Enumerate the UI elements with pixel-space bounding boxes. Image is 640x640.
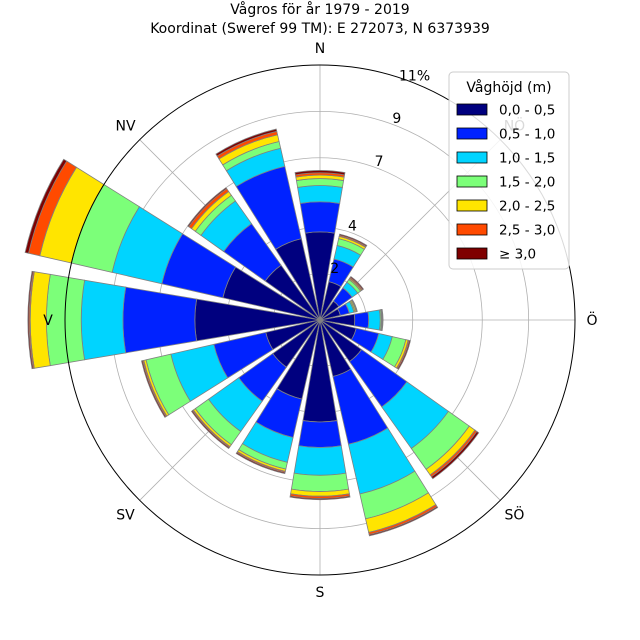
rose-bar-segment xyxy=(187,187,228,228)
legend-swatch xyxy=(456,127,488,140)
rose-bar-segment xyxy=(397,339,411,370)
legend-label: 1,5 - 2,0 xyxy=(499,175,555,191)
legend-label: 2,5 - 3,0 xyxy=(499,223,555,239)
rose-bar-segment xyxy=(235,452,286,475)
rose-bar-segment xyxy=(190,410,230,450)
legend-label: ≥ 3,0 xyxy=(499,247,536,263)
legend-swatch xyxy=(456,247,488,260)
rose-bar-segment xyxy=(289,495,351,501)
rose-bar-segment xyxy=(141,360,167,418)
legend-label: 0,5 - 1,0 xyxy=(499,127,555,143)
radial-tick-label: 4 xyxy=(348,218,357,234)
legend-label: 2,0 - 2,5 xyxy=(499,199,555,215)
radial-tick-label: 9 xyxy=(392,111,401,127)
legend-swatch xyxy=(456,151,488,164)
rose-bar-segment xyxy=(122,286,198,354)
rose-bar-segment xyxy=(290,472,350,492)
rose-bar-segment xyxy=(215,128,278,157)
radial-tick-labels: 2 4 7 9 11% xyxy=(330,68,430,277)
direction-label: SÖ xyxy=(505,505,525,523)
chart-subtitle: Koordinat (Sweref 99 TM): E 272073, N 63… xyxy=(150,21,490,37)
rose-bar-segment xyxy=(294,170,346,176)
direction-label: NV xyxy=(116,119,136,135)
legend-swatch xyxy=(456,175,488,188)
radial-tick-label: 11% xyxy=(399,68,430,84)
rose-bars xyxy=(24,128,480,537)
rose-bar-segment xyxy=(349,275,365,291)
legend-label: 1,0 - 1,5 xyxy=(499,151,555,167)
rose-bar-segment xyxy=(293,445,347,476)
radial-tick-label: 2 xyxy=(330,261,339,277)
rose-bar-segment xyxy=(299,201,341,234)
radial-tick-label: 7 xyxy=(375,154,384,170)
outer-ring xyxy=(64,64,576,576)
rose-bar-segment xyxy=(27,270,34,370)
rose-bar-segment xyxy=(353,311,370,329)
rose-bar-segment xyxy=(297,185,343,204)
rose-bar-segment xyxy=(80,279,127,361)
direction-label: N xyxy=(315,41,325,57)
rose-bar-segment xyxy=(368,506,439,537)
direction-label: Ö xyxy=(586,311,597,329)
direction-label: SV xyxy=(116,507,135,523)
chart-title: Vågros för år 1979 - 2019 xyxy=(230,1,409,18)
legend-swatch xyxy=(456,103,488,116)
rose-bar-segment xyxy=(298,420,342,448)
rose-bar-segment xyxy=(351,299,358,313)
rose-bar-segment xyxy=(430,430,480,480)
rose-bar-segment xyxy=(381,309,384,331)
legend-title: Våghöjd (m) xyxy=(466,79,551,96)
legend-label: 0,0 - 0,5 xyxy=(499,103,555,119)
rose-bar-segment xyxy=(367,309,381,331)
legend-items: 0,0 - 0,5 0,5 - 1,0 1,0 - 1,5 1,5 - 2,0 2,0 … xyxy=(456,103,555,263)
legend-swatch xyxy=(456,199,488,212)
legend-box xyxy=(448,71,570,270)
rose-bar-segment xyxy=(338,233,368,247)
direction-label: S xyxy=(316,585,325,601)
legend-swatch xyxy=(456,223,488,236)
direction-label: V xyxy=(43,313,53,329)
legend: Våghöjd (m) 0,0 - 0,5 0,5 - 1,0 1,0 - 1,5 1… xyxy=(448,71,570,270)
rose-bar-segment xyxy=(24,158,68,254)
